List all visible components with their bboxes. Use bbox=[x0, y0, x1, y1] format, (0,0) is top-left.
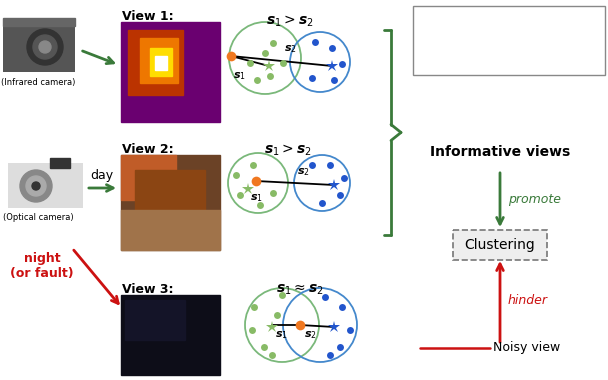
Bar bbox=[3, 18, 75, 26]
Text: View 3:: View 3: bbox=[122, 283, 173, 296]
Bar bbox=[8, 163, 83, 208]
Text: $\boldsymbol{s}_1$ $\boldsymbol{s}_2$ : similarities: $\boldsymbol{s}_1$ $\boldsymbol{s}_2$ : … bbox=[423, 50, 541, 66]
Text: $\boldsymbol{s}_1 \approx \boldsymbol{s}_2$: $\boldsymbol{s}_1 \approx \boldsymbol{s}… bbox=[276, 283, 324, 298]
Text: (Infrared camera): (Infrared camera) bbox=[1, 78, 75, 87]
Text: $\boldsymbol{s}_1 > \boldsymbol{s}_2$: $\boldsymbol{s}_1 > \boldsymbol{s}_2$ bbox=[266, 14, 314, 29]
Text: $\boldsymbol{s}_1$: $\boldsymbol{s}_1$ bbox=[250, 192, 263, 204]
Bar bbox=[128, 30, 183, 95]
Circle shape bbox=[27, 29, 63, 65]
Text: (Optical camera): (Optical camera) bbox=[2, 213, 74, 222]
Bar bbox=[121, 295, 220, 375]
FancyBboxPatch shape bbox=[413, 6, 605, 75]
Bar bbox=[121, 155, 176, 200]
Text: Noisy view: Noisy view bbox=[493, 342, 560, 355]
Text: Informative views: Informative views bbox=[430, 145, 570, 159]
Text: day: day bbox=[91, 169, 114, 182]
Text: Clustering: Clustering bbox=[465, 238, 536, 252]
Text: View 2:: View 2: bbox=[122, 143, 174, 156]
Text: night
(or fault): night (or fault) bbox=[10, 252, 74, 280]
Bar bbox=[50, 158, 70, 168]
Text: $\boldsymbol{s}_2$: $\boldsymbol{s}_2$ bbox=[283, 43, 296, 55]
Text: : cluster centroids: : cluster centroids bbox=[449, 35, 549, 45]
Bar bbox=[150, 48, 172, 76]
FancyBboxPatch shape bbox=[453, 230, 547, 260]
Text: hinder: hinder bbox=[508, 293, 548, 307]
Text: : sample points: : sample points bbox=[459, 17, 544, 27]
Bar bbox=[125, 300, 185, 340]
Circle shape bbox=[32, 182, 40, 190]
Text: $\boldsymbol{s}_1$: $\boldsymbol{s}_1$ bbox=[275, 329, 288, 341]
Bar bbox=[135, 170, 205, 225]
Text: $\boldsymbol{s}_2$: $\boldsymbol{s}_2$ bbox=[304, 329, 317, 341]
Bar bbox=[121, 210, 220, 250]
Circle shape bbox=[26, 176, 46, 196]
Bar bbox=[155, 56, 167, 70]
Bar bbox=[121, 155, 220, 250]
Text: $\boldsymbol{s}_1$: $\boldsymbol{s}_1$ bbox=[233, 70, 246, 82]
Circle shape bbox=[20, 170, 52, 202]
Text: $\boldsymbol{s}_1 > \boldsymbol{s}_2$: $\boldsymbol{s}_1 > \boldsymbol{s}_2$ bbox=[264, 143, 312, 158]
Circle shape bbox=[39, 41, 51, 53]
Circle shape bbox=[33, 35, 57, 59]
Bar bbox=[121, 22, 220, 122]
Text: promote: promote bbox=[508, 193, 561, 206]
Text: $\boldsymbol{s}_2$: $\boldsymbol{s}_2$ bbox=[297, 166, 310, 178]
Bar bbox=[3, 22, 75, 72]
Text: View 1:: View 1: bbox=[122, 10, 174, 23]
Bar bbox=[140, 38, 178, 83]
